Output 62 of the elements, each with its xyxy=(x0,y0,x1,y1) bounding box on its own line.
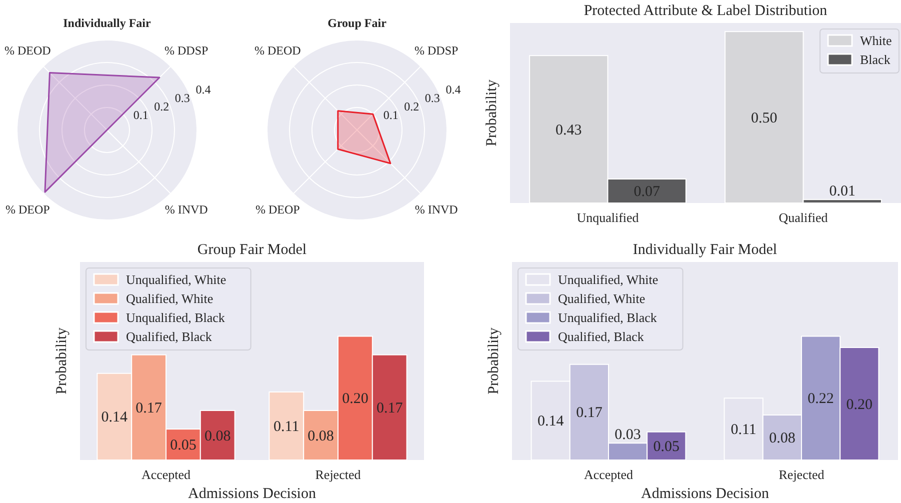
legend-label: Unqualified, White xyxy=(558,272,658,287)
legend-label: Unqualified, White xyxy=(126,272,226,287)
y-tick-label: 0.2 xyxy=(154,99,170,114)
data-label: 0.43 xyxy=(556,122,582,138)
legend-label: Qualified, White xyxy=(558,291,646,306)
data-label: 0.17 xyxy=(136,400,162,416)
x-tick-label: Rejected xyxy=(315,467,362,482)
spoke-label: % DEOD xyxy=(4,44,52,58)
y-tick-label: 0.1 xyxy=(133,108,148,122)
spoke-label: % DDSP xyxy=(414,44,458,58)
y-tick-label: 0.3 xyxy=(174,90,190,105)
y-tick-label: 0.4 xyxy=(446,82,461,96)
data-label: 0.14 xyxy=(101,410,128,426)
data-label: 0.50 xyxy=(751,110,778,126)
y-tick-label: 0.3 xyxy=(424,90,440,105)
data-label: 0.01 xyxy=(829,184,856,200)
data-label: 0.22 xyxy=(808,391,834,408)
data-label: 0.11 xyxy=(274,418,300,435)
data-label: 0.20 xyxy=(342,391,368,408)
legend-label: Unqualified, Black xyxy=(558,310,658,325)
chart-title: Group Fair Model xyxy=(197,242,307,258)
chart-title: Protected Attribute & Label Distribution xyxy=(584,3,828,19)
data-label: 0.08 xyxy=(769,430,796,446)
data-label: 0.07 xyxy=(634,184,660,200)
y-tick-label: 0.1 xyxy=(383,108,398,122)
chart-title: Group Fair xyxy=(328,16,388,30)
data-label: 0.05 xyxy=(653,438,680,455)
legend-label: Qualified, Black xyxy=(558,329,644,344)
legend-label: Qualified, White xyxy=(126,291,214,306)
legend-label: White xyxy=(860,33,892,48)
x-axis-title: Admissions Decision xyxy=(641,486,770,502)
x-tick-label: Qualified xyxy=(778,210,828,225)
data-label: 0.08 xyxy=(308,428,334,444)
y-tick-label: 0.2 xyxy=(404,99,420,114)
legend-label: Black xyxy=(860,52,891,67)
x-tick-label: Accepted xyxy=(141,467,192,482)
data-label: 0.17 xyxy=(576,405,603,422)
data-label: 0.03 xyxy=(614,427,641,444)
x-tick-label: Rejected xyxy=(778,467,825,482)
x-axis-title: Admissions Decision xyxy=(188,486,316,502)
x-tick-label: Unqualified xyxy=(576,210,640,225)
chart-title: Individually Fair Model xyxy=(632,242,778,258)
data-label: 0.05 xyxy=(170,438,196,454)
data-label: 0.14 xyxy=(537,414,564,430)
legend-label: Unqualified, Black xyxy=(126,310,226,325)
chart-title: Individually Fair xyxy=(63,16,152,30)
spoke-label: % INVD xyxy=(164,202,208,216)
spoke-label: % DEOP xyxy=(5,202,50,216)
y-tick-label: 0.4 xyxy=(196,82,211,96)
spoke-label: % DEOD xyxy=(254,44,302,58)
y-axis-title: Probability xyxy=(54,327,70,394)
data-label: 0.17 xyxy=(376,400,404,416)
x-tick-label: Accepted xyxy=(584,467,634,482)
data-label: 0.11 xyxy=(730,422,756,438)
y-axis-title: Probability xyxy=(484,79,500,146)
legend-label: Qualified, Black xyxy=(126,329,212,344)
y-axis-title: Probability xyxy=(486,327,502,394)
data-label: 0.20 xyxy=(846,396,873,413)
spoke-label: % DEOP xyxy=(255,202,300,216)
data-label: 0.08 xyxy=(204,428,231,444)
spoke-label: % DDSP xyxy=(164,44,208,58)
spoke-label: % INVD xyxy=(414,202,458,216)
